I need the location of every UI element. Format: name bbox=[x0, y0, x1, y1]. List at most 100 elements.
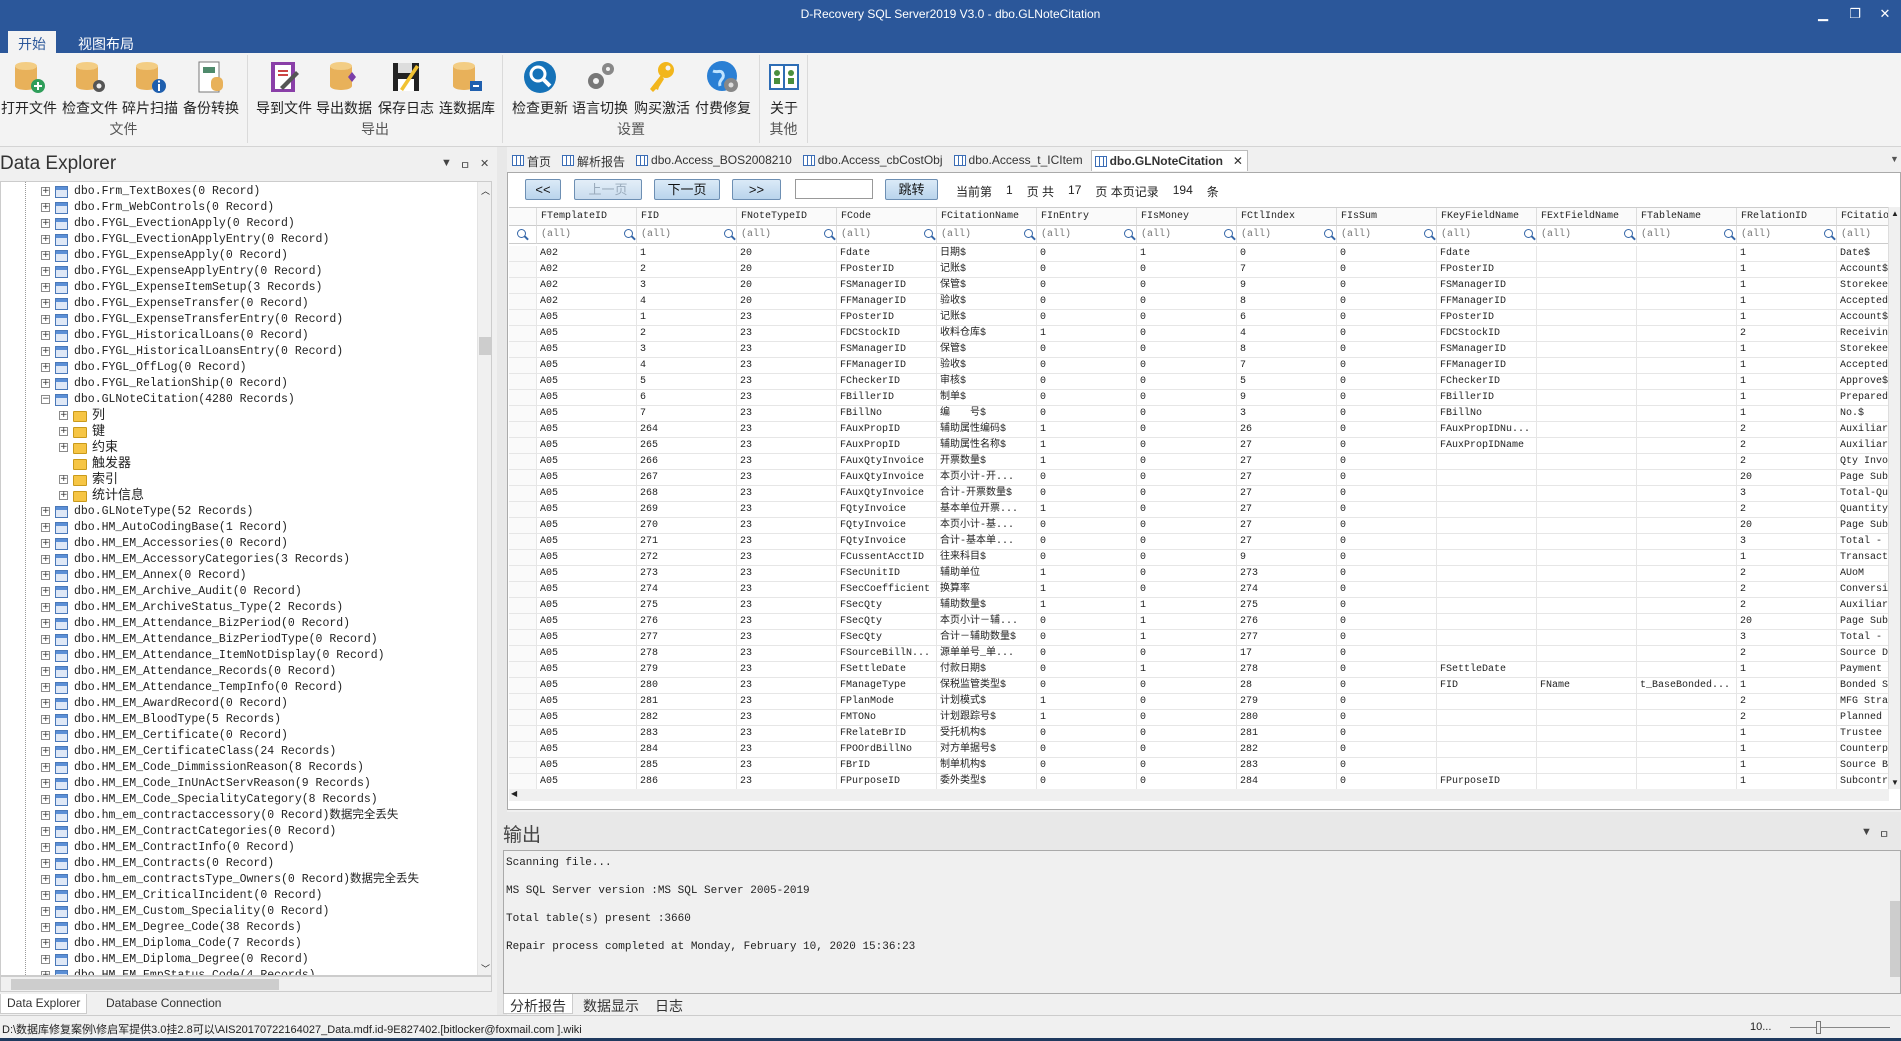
expand-icon[interactable]: + bbox=[41, 938, 50, 948]
table-cell[interactable]: A02 bbox=[537, 294, 637, 310]
tree-table-item[interactable]: + dbo.HM_EM_Attendance_Records(0 Record) bbox=[1, 664, 477, 680]
table-cell[interactable]: 开票数量$ bbox=[937, 454, 1037, 470]
search-icon[interactable] bbox=[1424, 229, 1433, 238]
row-header[interactable] bbox=[509, 614, 537, 630]
table-cell[interactable] bbox=[1537, 438, 1637, 454]
table-cell[interactable]: Quantity bbox=[1837, 502, 1889, 518]
expand-icon[interactable]: + bbox=[41, 570, 50, 580]
table-cell[interactable]: 0 bbox=[1037, 390, 1137, 406]
tree-table-item[interactable]: + dbo.FYGL_OffLog(0 Record) bbox=[1, 360, 477, 376]
table-cell[interactable]: Total - bbox=[1837, 534, 1889, 550]
table-cell[interactable]: A02 bbox=[537, 278, 637, 294]
table-cell[interactable] bbox=[1537, 374, 1637, 390]
table-cell[interactable]: 1 bbox=[1037, 454, 1137, 470]
table-cell[interactable] bbox=[1637, 774, 1737, 789]
table-row[interactable]: A05 279 23 FSettleDate 付款日期$ 0 1 278 0 FSettleDat… bbox=[509, 662, 1889, 678]
table-cell[interactable]: FPurposeID bbox=[837, 774, 937, 789]
table-cell[interactable]: 0 bbox=[1337, 726, 1437, 742]
row-header[interactable] bbox=[509, 326, 537, 342]
table-cell[interactable]: 27 bbox=[1237, 518, 1337, 534]
table-cell[interactable]: Approve$ bbox=[1837, 374, 1889, 390]
table-cell[interactable]: 286 bbox=[637, 774, 737, 789]
ribbon-button-about-book[interactable]: 关于 bbox=[754, 57, 814, 116]
table-row[interactable]: A05 272 23 FCussentAcctID 往来科目$ 0 0 9 0 1 Transact bbox=[509, 550, 1889, 566]
column-filter-input[interactable]: (all) bbox=[1637, 226, 1737, 244]
table-cell[interactable] bbox=[1637, 614, 1737, 630]
tree-folder-item[interactable]: + 统计信息 bbox=[1, 488, 477, 504]
row-header[interactable] bbox=[509, 774, 537, 789]
table-cell[interactable]: Trustee bbox=[1837, 726, 1889, 742]
table-cell[interactable]: 23 bbox=[737, 438, 837, 454]
column-filter-input[interactable]: (all) bbox=[837, 226, 937, 244]
table-cell[interactable]: A05 bbox=[537, 438, 637, 454]
table-cell[interactable]: A05 bbox=[537, 726, 637, 742]
table-cell[interactable]: FSManagerID bbox=[1437, 342, 1537, 358]
table-cell[interactable]: 0 bbox=[1137, 710, 1237, 726]
table-row[interactable]: A05 278 23 FSourceBillN... 源单单号_单... 0 0 17 0 2 So… bbox=[509, 646, 1889, 662]
table-cell[interactable]: 5 bbox=[1237, 374, 1337, 390]
table-cell[interactable]: 23 bbox=[737, 774, 837, 789]
table-row[interactable]: A05 266 23 FAuxQtyInvoice 开票数量$ 1 0 27 0 2 Qty Inv… bbox=[509, 454, 1889, 470]
table-cell[interactable] bbox=[1637, 342, 1737, 358]
ribbon-button-globe-gear[interactable]: 付费修复 bbox=[693, 57, 753, 116]
table-cell[interactable]: 0 bbox=[1337, 310, 1437, 326]
table-cell[interactable] bbox=[1537, 358, 1637, 374]
table-cell[interactable]: FFManagerID bbox=[837, 358, 937, 374]
column-filter-input[interactable]: (all) bbox=[1737, 226, 1837, 244]
ribbon-button-db-connect[interactable]: 连数据库 bbox=[437, 57, 497, 116]
table-cell[interactable]: 3 bbox=[637, 342, 737, 358]
table-row[interactable]: A05 6 23 FBillerID 制单$ 0 0 9 0 FBillerID 1 Prepared bbox=[509, 390, 1889, 406]
table-cell[interactable]: 282 bbox=[1237, 742, 1337, 758]
tree-table-item[interactable]: + dbo.HM_EM_AwardRecord(0 Record) bbox=[1, 696, 477, 712]
table-cell[interactable]: 269 bbox=[637, 502, 737, 518]
table-cell[interactable]: 受托机构$ bbox=[937, 726, 1037, 742]
tree-table-item[interactable]: + dbo.FYGL_HistoricalLoans(0 Record) bbox=[1, 328, 477, 344]
column-filter-input[interactable]: (all) bbox=[1537, 226, 1637, 244]
row-header[interactable] bbox=[509, 310, 537, 326]
table-row[interactable]: A05 7 23 FBillNo 编 号$ 0 0 3 0 FBillNo 1 No.$ bbox=[509, 406, 1889, 422]
expand-icon[interactable]: + bbox=[41, 202, 50, 212]
table-cell[interactable]: 记账$ bbox=[937, 310, 1037, 326]
table-cell[interactable]: Accepted bbox=[1837, 294, 1889, 310]
table-cell[interactable]: 277 bbox=[637, 630, 737, 646]
table-cell[interactable]: 0 bbox=[1137, 758, 1237, 774]
table-cell[interactable]: 282 bbox=[637, 710, 737, 726]
expand-icon[interactable]: + bbox=[41, 362, 50, 372]
table-cell[interactable]: Counterp bbox=[1837, 742, 1889, 758]
table-cell[interactable]: 270 bbox=[637, 518, 737, 534]
table-cell[interactable]: FAuxQtyInvoice bbox=[837, 486, 937, 502]
table-cell[interactable] bbox=[1437, 454, 1537, 470]
table-cell[interactable] bbox=[1637, 310, 1737, 326]
table-cell[interactable]: FPosterID bbox=[837, 262, 937, 278]
table-cell[interactable]: A05 bbox=[537, 678, 637, 694]
table-cell[interactable]: 0 bbox=[1337, 406, 1437, 422]
table-cell[interactable]: 27 bbox=[1237, 470, 1337, 486]
search-icon[interactable] bbox=[824, 229, 833, 238]
table-cell[interactable]: 9 bbox=[1237, 390, 1337, 406]
expand-icon[interactable]: + bbox=[41, 522, 50, 532]
expand-icon[interactable]: + bbox=[41, 330, 50, 340]
table-cell[interactable]: 合计-开票数量$ bbox=[937, 486, 1037, 502]
table-cell[interactable]: 1 bbox=[1737, 390, 1837, 406]
expand-icon[interactable]: + bbox=[41, 346, 50, 356]
table-cell[interactable]: Transact bbox=[1837, 550, 1889, 566]
table-cell[interactable]: FBillerID bbox=[837, 390, 937, 406]
table-cell[interactable]: 1 bbox=[637, 246, 737, 262]
tree-table-item[interactable]: + dbo.HM_EM_Degree_Code(38 Records) bbox=[1, 920, 477, 936]
tree-table-item[interactable]: + dbo.HM_EM_Archive_Audit(0 Record) bbox=[1, 584, 477, 600]
table-row[interactable]: A05 273 23 FSecUnitID 辅助单位 1 0 273 0 2 AUoM bbox=[509, 566, 1889, 582]
row-header[interactable] bbox=[509, 646, 537, 662]
column-header[interactable]: FID bbox=[637, 208, 737, 226]
expand-icon[interactable]: + bbox=[41, 378, 50, 388]
search-icon[interactable] bbox=[1324, 229, 1333, 238]
table-cell[interactable]: 1 bbox=[1737, 246, 1837, 262]
table-cell[interactable]: 0 bbox=[1037, 678, 1137, 694]
table-cell[interactable]: FPosterID bbox=[1437, 310, 1537, 326]
table-cell[interactable]: 9 bbox=[1237, 278, 1337, 294]
table-cell[interactable] bbox=[1637, 518, 1737, 534]
table-cell[interactable] bbox=[1537, 246, 1637, 262]
table-cell[interactable]: 1 bbox=[1737, 262, 1837, 278]
ribbon-tab-home[interactable]: 开始 bbox=[8, 31, 56, 53]
table-cell[interactable]: 1 bbox=[1737, 550, 1837, 566]
table-cell[interactable] bbox=[1537, 630, 1637, 646]
